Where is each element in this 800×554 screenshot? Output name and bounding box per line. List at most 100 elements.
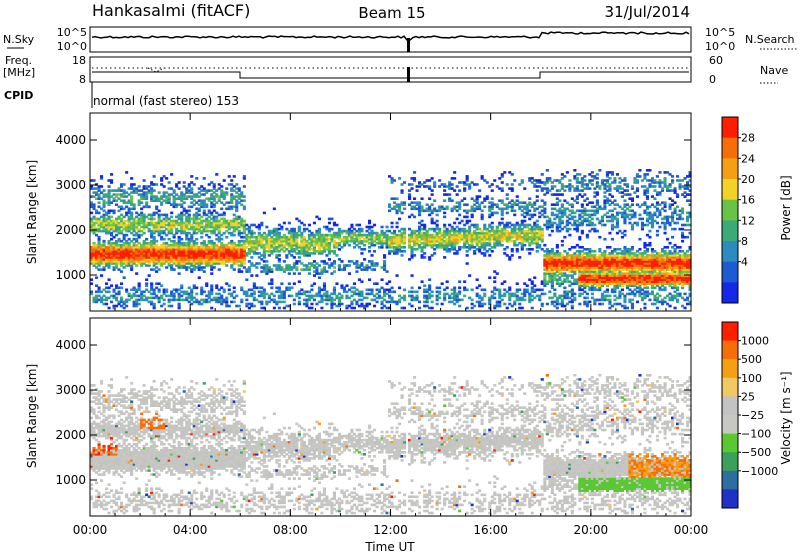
power-cell: [595, 284, 599, 287]
power-cell: [448, 193, 452, 196]
power-cell: [312, 237, 316, 241]
power-cell: [297, 302, 301, 306]
power-cell: [192, 296, 196, 300]
power-cell: [202, 262, 206, 265]
power-cell: [222, 248, 226, 251]
power-cell: [583, 274, 587, 277]
power-cell: [435, 231, 439, 235]
power-cell: [135, 221, 139, 225]
power-cell: [152, 268, 156, 271]
power-cell: [167, 264, 171, 267]
power-cell: [305, 241, 309, 245]
power-cell: [575, 195, 579, 198]
power-cell: [563, 274, 567, 277]
power-cell: [100, 258, 104, 261]
power-cell: [132, 294, 136, 298]
power-cell: [297, 256, 301, 259]
power-cell: [398, 239, 402, 243]
power-cell: [327, 227, 331, 231]
power-cell: [160, 225, 164, 229]
power-cell: [260, 221, 264, 225]
power-cell: [302, 248, 306, 251]
power-cell: [545, 272, 549, 275]
power-cell: [145, 246, 149, 249]
power-cell: [287, 250, 291, 253]
power-cell: [450, 233, 454, 237]
power-cell: [483, 225, 487, 229]
power-cell: [430, 241, 434, 245]
power-cell: [568, 209, 572, 213]
power-cell: [560, 203, 564, 206]
power-cell: [270, 241, 274, 245]
power-cell: [97, 221, 101, 225]
power-cell: [570, 205, 574, 209]
power-cell: [530, 248, 534, 251]
power-cell: [100, 274, 104, 277]
power-cell: [180, 237, 184, 241]
power-cell: [378, 290, 382, 294]
power-cell: [217, 254, 221, 257]
power-cell: [217, 256, 221, 259]
power-cell: [227, 221, 231, 225]
power-cell: [368, 219, 372, 223]
power-cell: [385, 270, 389, 273]
power-cell: [533, 276, 537, 279]
power-cell: [330, 235, 334, 239]
power-cell: [337, 268, 341, 271]
power-cell: [210, 229, 214, 233]
power-cell: [565, 302, 569, 306]
power-cell: [495, 288, 499, 292]
power-cell: [267, 243, 271, 247]
power-cell: [220, 233, 224, 237]
power-cell: [337, 258, 341, 261]
power-cell: [478, 294, 482, 298]
power-cell: [97, 225, 101, 229]
power-cell: [548, 274, 552, 277]
power-cell: [182, 227, 186, 231]
power-cell: [413, 233, 417, 237]
power-cell: [533, 296, 537, 300]
power-cell: [595, 260, 599, 263]
power-cell: [583, 262, 587, 265]
power-cell: [170, 290, 174, 294]
power-cell: [97, 294, 101, 298]
power-cell: [403, 306, 407, 310]
power-cell: [182, 250, 186, 253]
power-cell: [90, 187, 94, 190]
power-cell: [315, 268, 319, 271]
power-cell: [105, 246, 109, 249]
power-cell: [302, 229, 306, 233]
power-cell: [388, 203, 392, 206]
power-cell: [112, 229, 116, 233]
power-cell: [197, 213, 201, 217]
power-cell: [600, 284, 604, 287]
power-cell: [117, 225, 121, 229]
power-cell: [510, 205, 514, 209]
power-cell: [458, 233, 462, 237]
power-cell: [440, 282, 444, 285]
power-cell: [180, 246, 184, 249]
power-cell: [162, 288, 166, 292]
power-cell: [212, 187, 216, 190]
power-cell: [448, 197, 452, 200]
power-cell: [130, 256, 134, 259]
power-cell: [210, 272, 214, 275]
power-cell: [560, 177, 564, 180]
power-cell: [503, 229, 507, 233]
power-cell: [140, 254, 144, 257]
power-cell: [165, 260, 169, 263]
power-cell: [393, 229, 397, 233]
power-cell: [485, 241, 489, 245]
power-cell: [322, 298, 326, 302]
power-cell: [297, 290, 301, 294]
power-cell: [197, 217, 201, 221]
power-cell: [175, 221, 179, 225]
power-cell: [565, 260, 569, 263]
power-cell: [212, 243, 216, 247]
power-cell: [590, 213, 594, 217]
power-cell: [390, 250, 394, 253]
power-cell: [530, 231, 534, 235]
power-cell: [225, 229, 229, 233]
power-cell: [533, 239, 537, 243]
power-cell: [583, 272, 587, 275]
